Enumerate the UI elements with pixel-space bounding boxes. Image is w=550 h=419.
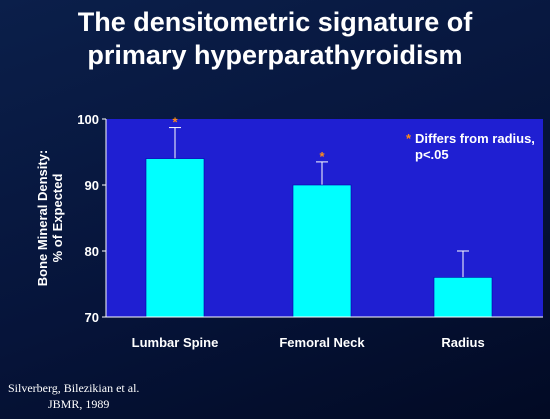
bar — [145, 158, 205, 318]
legend-annotation: * Differs from radius, p<.05 — [406, 131, 535, 162]
x-tick-label: Femoral Neck — [279, 335, 365, 350]
title-line-2: primary hyperparathyroidism — [87, 40, 463, 70]
y-tick-label: 70 — [85, 310, 99, 325]
title-line-1: The densitometric signature of — [77, 7, 473, 37]
y-tick-label: 90 — [85, 178, 99, 193]
bar — [433, 277, 493, 318]
x-tick-label: Radius — [441, 335, 484, 350]
citation-line-2: JBMR, 1989 — [48, 397, 110, 411]
y-tick-label: 100 — [77, 112, 99, 127]
y-tick-label: 80 — [85, 244, 99, 259]
x-labels-layer: Lumbar Spine Femoral Neck Radius — [132, 335, 485, 350]
y-axis-label-line-1: Bone Mineral Density: — [35, 150, 50, 287]
annotation-line-2: p<.05 — [415, 147, 449, 162]
annotation-line-1: Differs from radius, — [415, 131, 535, 146]
y-axis-label: Bone Mineral Density: % of Expected — [35, 150, 65, 287]
y-axis-label-line-2: % of Expected — [50, 174, 65, 263]
y-ticks-layer: 70 80 90 100 — [77, 112, 106, 325]
annotation-asterisk: * — [406, 131, 412, 146]
bar — [292, 184, 352, 318]
bars-layer: ** — [145, 115, 493, 318]
citation-line-1: Silverberg, Bilezikian et al. — [8, 381, 140, 395]
significance-asterisk: * — [319, 149, 325, 164]
slide-title: The densitometric signature of primary h… — [0, 6, 550, 72]
significance-asterisk: * — [172, 115, 178, 130]
citation: Silverberg, Bilezikian et al. JBMR, 1989 — [8, 380, 139, 412]
x-tick-label: Lumbar Spine — [132, 335, 219, 350]
